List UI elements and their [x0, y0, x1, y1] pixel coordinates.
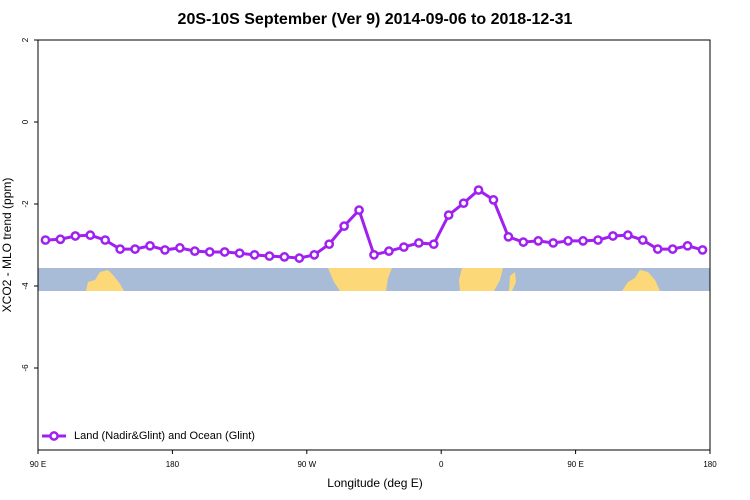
x-tick-label: 0: [439, 460, 444, 469]
point: [115, 244, 125, 254]
point: [413, 238, 424, 248]
point: [623, 230, 633, 241]
y-tick-label: -6: [21, 364, 30, 372]
point: [473, 185, 484, 195]
point: [339, 221, 349, 231]
point: [593, 235, 603, 245]
point: [160, 245, 170, 255]
point: [548, 238, 559, 248]
point: [682, 240, 693, 251]
point: [697, 245, 708, 255]
point: [458, 198, 469, 209]
legend-marker: [49, 431, 59, 441]
point: [130, 244, 140, 254]
y-tick-label: 2: [21, 37, 30, 42]
point: [264, 251, 275, 261]
point: [40, 235, 51, 245]
land: [459, 268, 503, 291]
x-axis-label: Longitude (deg E): [327, 476, 422, 490]
land: [622, 270, 660, 291]
point: [279, 252, 290, 262]
land: [509, 272, 516, 291]
point: [533, 236, 544, 246]
point: [503, 231, 514, 242]
chart-title: 20S-10S September (Ver 9) 2014-09-06 to …: [178, 11, 573, 28]
y-tick-label: -2: [21, 200, 30, 208]
point: [488, 195, 499, 205]
point: [55, 234, 66, 245]
point: [369, 249, 379, 260]
point: [608, 231, 618, 241]
legend-label: Land (Nadir&Glint) and Ocean (Glint): [74, 430, 255, 442]
plot-frame: [37, 39, 711, 451]
point: [189, 246, 200, 256]
x-tick-label: 90 E: [30, 460, 46, 469]
land: [86, 270, 124, 291]
point: [309, 249, 320, 260]
x-tick-label: 180: [703, 460, 717, 469]
point: [428, 239, 439, 250]
point: [234, 248, 245, 259]
point: [637, 235, 648, 245]
point: [85, 230, 96, 241]
land-ocean-map: [38, 268, 710, 291]
point: [384, 246, 394, 256]
point: [324, 239, 335, 250]
x-tick-label: 180: [166, 460, 180, 469]
point: [652, 244, 663, 254]
point: [578, 236, 588, 246]
point: [667, 244, 678, 254]
point: [563, 236, 573, 246]
point: [518, 237, 529, 247]
point: [219, 247, 230, 257]
point: [354, 205, 364, 215]
point: [443, 210, 454, 220]
point: [249, 249, 260, 260]
point: [100, 235, 111, 245]
land: [328, 268, 392, 291]
point: [175, 243, 185, 253]
x-tick-label: 90 E: [567, 460, 583, 469]
y-tick-label: -4: [21, 282, 30, 290]
point: [399, 242, 409, 252]
x-tick-label: 90 W: [297, 460, 316, 469]
point: [204, 247, 215, 257]
y-tick-label: 0: [21, 119, 30, 124]
point: [145, 240, 155, 251]
series-line: [45, 188, 703, 260]
y-axis-label: XCO2 - MLO trend (ppm): [0, 178, 14, 313]
point: [70, 231, 81, 241]
point: [294, 253, 305, 263]
